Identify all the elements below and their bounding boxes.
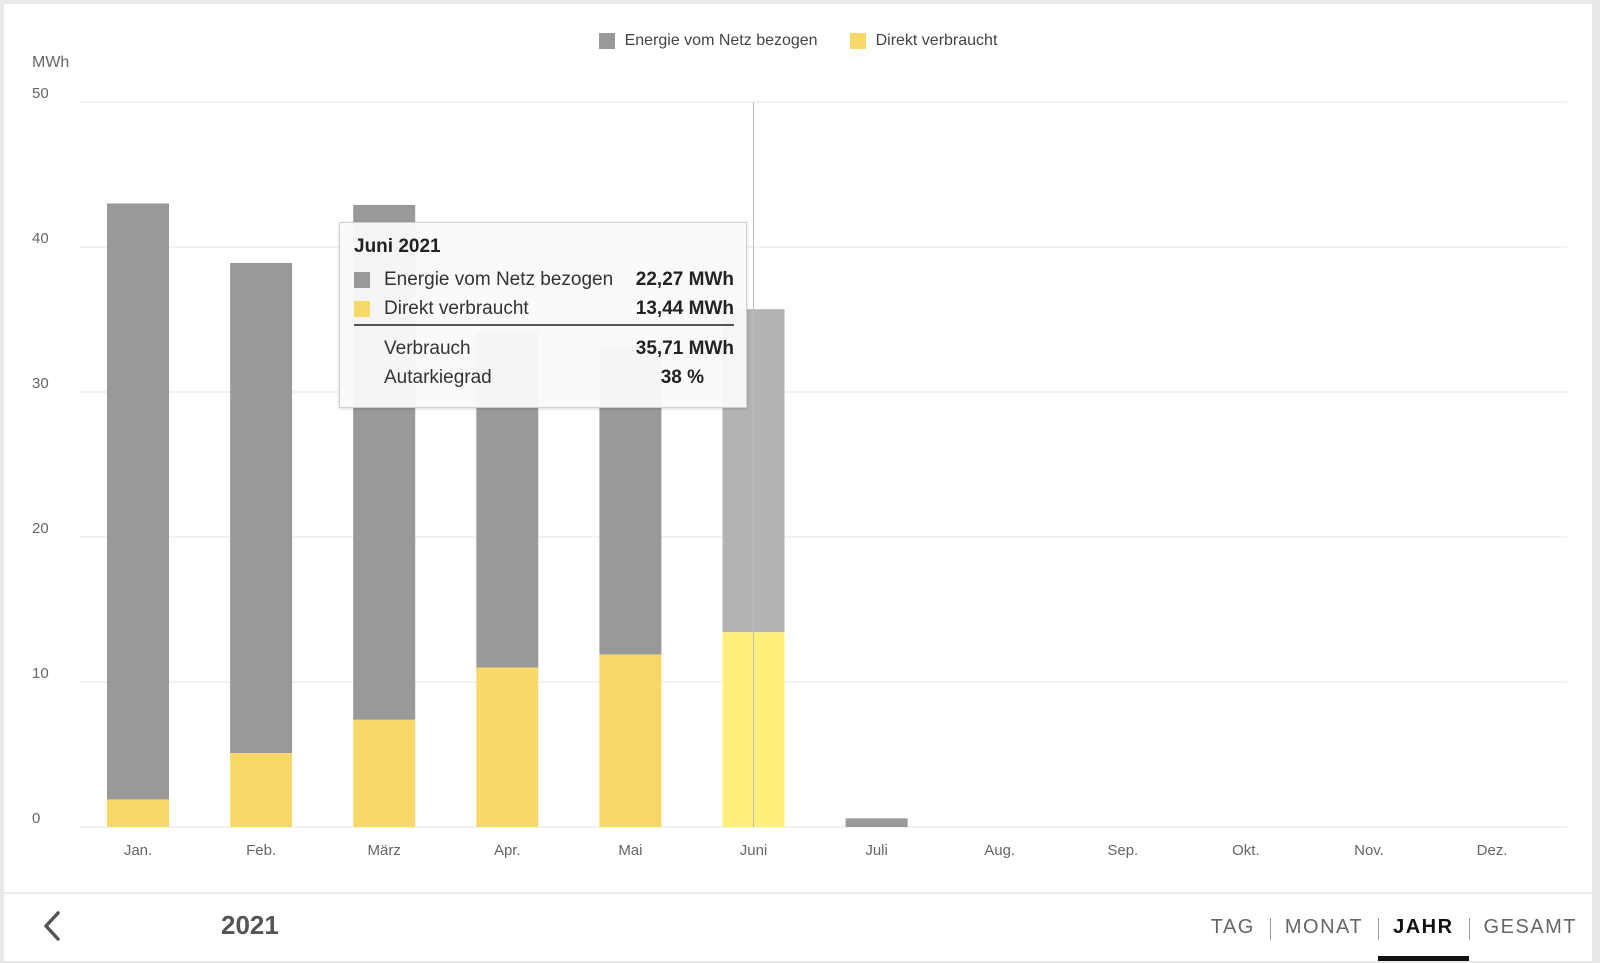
x-tick-label: Nov. [1354, 842, 1384, 859]
tooltip-swatch-net [354, 272, 370, 288]
bar-net [230, 262, 293, 754]
tooltip-title: Juni 2021 [354, 236, 441, 257]
tooltip-label-net: Energie vom Netz bezogen [384, 269, 614, 290]
tab-monat[interactable]: MONAT [1269, 894, 1378, 961]
x-tick-label: März [368, 842, 401, 859]
tooltip-label-direct: Direkt verbraucht [384, 298, 529, 319]
bar-net [845, 818, 908, 827]
energy-chart: MWh 0 10 20 30 40 50 Jan. Feb. März Apr. Mai Juni Jul… [32, 54, 1567, 859]
tooltip-row-autarkiegrad: Autarkiegrad 38 % [354, 365, 734, 391]
previous-period-button[interactable] [32, 906, 72, 946]
x-tick-label: Okt. [1232, 842, 1260, 859]
tab-tag[interactable]: TAG [1210, 916, 1255, 938]
period-label: 2021 [221, 910, 279, 940]
bar-direct [230, 753, 293, 827]
bar-direct [353, 719, 416, 827]
x-tick-label: Mai [618, 842, 642, 859]
tooltip-value-net: 22,27 MWh [635, 269, 734, 290]
legend-label-direct: Direkt verbraucht [875, 32, 998, 49]
chevron-left-icon [44, 911, 60, 941]
x-tick-label: Juni [740, 842, 768, 859]
y-axis-unit-label: MWh [32, 54, 69, 71]
x-tick-label: Feb. [246, 842, 276, 859]
tab-gesamt[interactable]: GESAMT [1468, 894, 1592, 961]
y-tick-label: 30 [32, 375, 49, 392]
tooltip-row-net: Energie vom Netz bezogen 22,27 MWh [354, 267, 734, 293]
tooltip-value-autarkiegrad: 38 % [660, 367, 704, 388]
bar-direct [107, 799, 169, 827]
y-tick-label: 10 [32, 665, 49, 682]
tooltip-row-verbrauch: Verbrauch 35,71 MWh [354, 336, 734, 362]
x-tick-label: Dez. [1477, 842, 1508, 859]
tooltip-row-direct: Direkt verbraucht 13,44 MWh [354, 296, 734, 322]
period-navigation-bar: 2021 TAG MONAT JAHR GESAMT [4, 892, 1592, 961]
x-tick-label: Sep. [1107, 842, 1138, 859]
chart-legend: Energie vom Netz bezogen Direkt verbrauc… [4, 32, 1592, 50]
chart-tooltip: Juni 2021 Energie vom Netz bezogen 22,27… [339, 222, 747, 408]
bar-direct [476, 667, 539, 827]
x-tick-label: Apr. [494, 842, 521, 859]
tooltip-swatch-direct [354, 301, 370, 317]
legend-label-net: Energie vom Netz bezogen [624, 32, 818, 49]
bar-direct [599, 654, 662, 827]
y-tick-label: 50 [32, 85, 49, 102]
legend-item-net[interactable]: Energie vom Netz bezogen [598, 32, 818, 50]
y-tick-label: 40 [32, 230, 49, 247]
tooltip-label-autarkiegrad: Autarkiegrad [384, 367, 492, 388]
tooltip-value-verbrauch: 35,71 MWh [635, 338, 734, 359]
y-tick-label: 0 [32, 810, 40, 827]
legend-swatch-direct [849, 33, 866, 49]
x-tick-label: Juli [865, 842, 888, 859]
tooltip-value-direct: 13,44 MWh [635, 298, 734, 319]
period-tabs: TAG MONAT JAHR GESAMT [1196, 894, 1592, 961]
chart-panel: MWh 0 10 20 30 40 50 Jan. Feb. März Apr. Mai Juni Jul… [4, 4, 1592, 959]
legend-swatch-net [598, 33, 615, 49]
x-tick-label: Aug. [984, 842, 1015, 859]
legend-item-direct[interactable]: Direkt verbraucht [849, 32, 998, 50]
x-tick-label: Jan. [124, 842, 152, 859]
tooltip-label-verbrauch: Verbrauch [384, 338, 471, 359]
tooltip-divider [354, 324, 734, 326]
tab-jahr[interactable]: JAHR [1378, 894, 1470, 961]
bar-net [107, 203, 169, 800]
y-tick-label: 20 [32, 520, 49, 537]
